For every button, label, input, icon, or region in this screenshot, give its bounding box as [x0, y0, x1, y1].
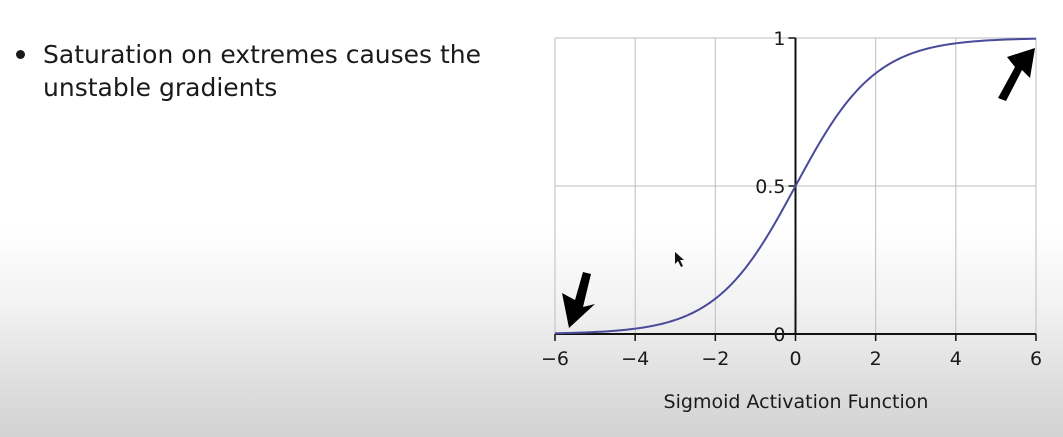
x-tick-label: 0	[789, 348, 801, 370]
bullet-text: Saturation on extremes causes the unstab…	[43, 40, 482, 102]
x-tick-label: −2	[701, 348, 729, 370]
tick-labels: −6 −4 −2 0 2 4 6 0 0.5 1	[541, 28, 1042, 370]
mouse-cursor-icon	[675, 252, 684, 267]
x-tick-label: 6	[1030, 348, 1042, 370]
arrow-down-icon	[562, 272, 595, 328]
y-tick-label: 0.5	[755, 176, 785, 198]
y-tick-label: 0	[773, 324, 785, 346]
x-tick-label: 2	[870, 348, 882, 370]
x-tick-label: −6	[541, 348, 569, 370]
axes	[554, 37, 1037, 341]
x-axis-label: Sigmoid Activation Function	[664, 391, 929, 413]
y-tick-label: 1	[773, 28, 785, 50]
bullet-list: Saturation on extremes causes the unstab…	[16, 38, 516, 104]
bullet-dot	[16, 50, 25, 59]
sigmoid-curve-group	[554, 37, 1037, 335]
arrow-up-icon	[998, 48, 1035, 101]
x-tick-label: 4	[950, 348, 962, 370]
saturation-arrows	[562, 48, 1035, 328]
x-tick-label: −4	[621, 348, 649, 370]
bullet-item: Saturation on extremes causes the unstab…	[16, 38, 516, 104]
sigmoid-curve	[554, 37, 1037, 335]
